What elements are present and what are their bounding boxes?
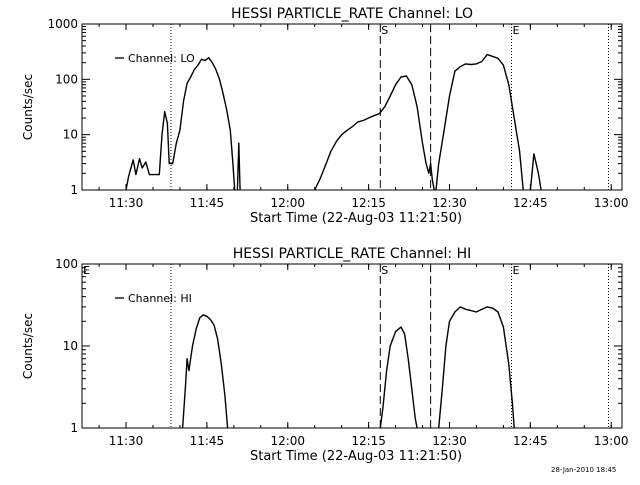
y-tick-label: 10: [63, 128, 78, 142]
legend-label: Channel: HI: [128, 292, 192, 305]
plot-frame: [81, 23, 623, 191]
series-line: [379, 326, 418, 429]
x-tick-label: 12:15: [351, 434, 386, 448]
x-tick-label: 12:45: [513, 434, 548, 448]
x-tick-label: 12:30: [432, 434, 467, 448]
y-axis-label: Counts/sec: [21, 74, 35, 140]
y-tick-label: 1: [70, 183, 78, 197]
legend-label: Channel: LO: [128, 52, 195, 65]
footer-timestamp: 28-Jan-2010 18:45: [551, 466, 617, 474]
series-line: [236, 142, 241, 191]
chart-panel-2: HESSI PARTICLE_RATE Channel: HI 11:30 11:4…: [21, 246, 629, 464]
x-axis-label: Start Time (22-Aug-03 11:21:50): [250, 211, 462, 226]
x-axis-label: Start Time (22-Aug-03 11:21:50): [250, 449, 462, 464]
event-marker-label: E: [512, 264, 519, 277]
event-marker-label: S: [381, 24, 388, 37]
y-tick-label: 1000: [47, 17, 78, 31]
x-tick-label: 11:45: [190, 434, 225, 448]
y-tick-label: 100: [55, 257, 78, 271]
chart-title: HESSI PARTICLE_RATE Channel: LO: [231, 6, 473, 22]
y-axis-label: Counts/sec: [21, 313, 35, 379]
event-marker-label: E: [83, 264, 90, 277]
x-tick-label: 11:45: [190, 196, 225, 210]
y-tick-label: 10: [63, 339, 78, 353]
x-tick-label: 13:00: [594, 196, 629, 210]
x-tick-label: 12:45: [513, 196, 548, 210]
plot-frame: [81, 263, 623, 429]
x-tick-label: 12:30: [432, 196, 467, 210]
series-line: [438, 306, 515, 429]
chart-title: HESSI PARTICLE_RATE Channel: HI: [233, 246, 471, 262]
x-tick-label: 13:00: [594, 434, 629, 448]
series-line: [181, 314, 229, 429]
x-tick-label: 11:30: [109, 196, 144, 210]
y-tick-label: 1: [70, 421, 78, 435]
y-tick-label: 100: [55, 72, 78, 86]
event-marker-label: S: [381, 264, 388, 277]
x-tick-label: 12:00: [270, 196, 305, 210]
series-line: [125, 57, 236, 191]
series-line: [435, 53, 524, 191]
event-marker-label: E: [512, 24, 519, 37]
x-tick-label: 12:00: [270, 434, 305, 448]
series-line: [529, 153, 542, 191]
chart-panel-1: HESSI PARTICLE_RATE Channel: LO 11:30 11:4…: [21, 6, 629, 226]
x-tick-label: 12:15: [351, 196, 386, 210]
x-tick-label: 11:30: [109, 434, 144, 448]
series-line: [314, 75, 435, 191]
